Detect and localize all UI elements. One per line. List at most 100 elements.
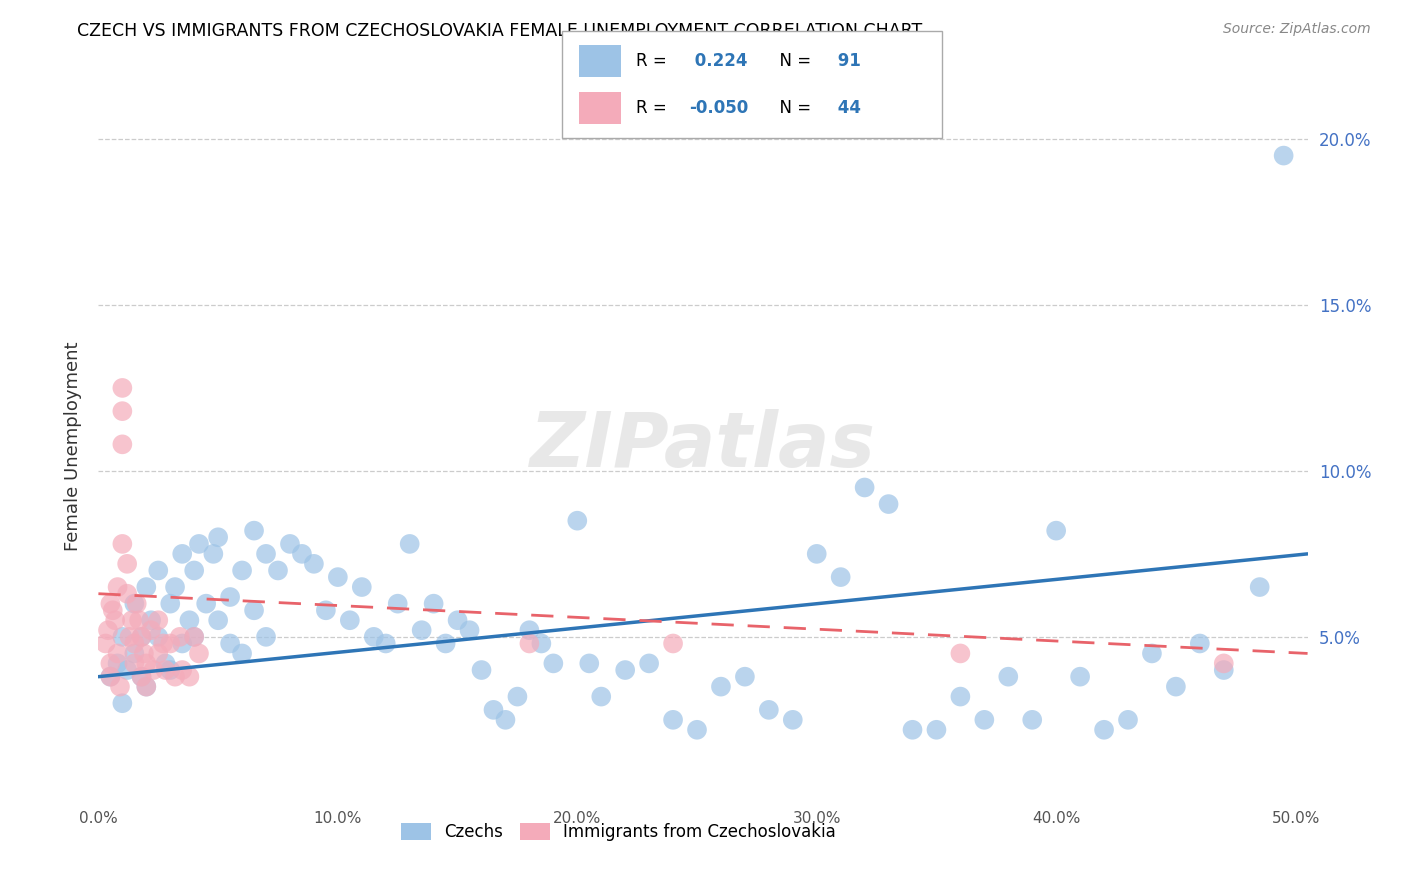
Point xyxy=(925,723,948,737)
Point xyxy=(949,647,972,661)
Point xyxy=(121,613,143,627)
Point xyxy=(638,657,661,671)
Point xyxy=(159,597,181,611)
Point xyxy=(148,647,170,661)
Point xyxy=(254,547,277,561)
Point xyxy=(135,657,157,671)
Point xyxy=(1140,647,1163,661)
Point xyxy=(100,670,122,684)
Point xyxy=(148,630,170,644)
Point xyxy=(124,647,146,661)
Point xyxy=(94,636,117,650)
Point xyxy=(758,703,780,717)
Point xyxy=(118,630,141,644)
Point xyxy=(1188,636,1211,650)
Point xyxy=(115,587,138,601)
Point xyxy=(543,657,565,671)
Point xyxy=(124,636,146,650)
Point xyxy=(830,570,852,584)
Point xyxy=(398,537,420,551)
Point xyxy=(142,663,165,677)
Point xyxy=(782,713,804,727)
Point xyxy=(411,624,433,638)
Point xyxy=(135,680,157,694)
Point xyxy=(578,657,600,671)
Text: N =: N = xyxy=(769,53,817,70)
Point xyxy=(1164,680,1187,694)
Point xyxy=(100,670,122,684)
Point xyxy=(188,647,211,661)
Point xyxy=(131,670,153,684)
Point xyxy=(567,514,589,528)
Point xyxy=(662,636,685,650)
Point xyxy=(1092,723,1115,737)
Point xyxy=(97,624,120,638)
Point xyxy=(877,497,900,511)
Text: Source: ZipAtlas.com: Source: ZipAtlas.com xyxy=(1223,22,1371,37)
Point xyxy=(591,690,613,704)
Point xyxy=(422,597,444,611)
Point xyxy=(1045,524,1067,538)
Point xyxy=(169,630,191,644)
Point xyxy=(1021,713,1043,727)
Point xyxy=(662,713,685,727)
Point xyxy=(326,570,349,584)
Point xyxy=(124,657,146,671)
Point xyxy=(159,663,181,677)
Point xyxy=(231,647,253,661)
Point xyxy=(183,630,205,644)
Point xyxy=(132,647,155,661)
Point xyxy=(734,670,756,684)
Point xyxy=(458,624,481,638)
Point xyxy=(139,624,162,638)
Point xyxy=(1249,580,1271,594)
Point xyxy=(163,670,186,684)
Point xyxy=(1212,657,1234,671)
Point xyxy=(1272,148,1295,162)
Point xyxy=(179,670,201,684)
Point xyxy=(291,547,314,561)
Point xyxy=(111,537,134,551)
Point xyxy=(111,437,134,451)
Point xyxy=(202,547,225,561)
Point xyxy=(243,603,266,617)
Point xyxy=(387,597,409,611)
Legend: Czechs, Immigrants from Czechoslovakia: Czechs, Immigrants from Czechoslovakia xyxy=(394,816,842,848)
Point xyxy=(254,630,277,644)
Point xyxy=(278,537,301,551)
Point xyxy=(155,657,177,671)
Point xyxy=(131,670,153,684)
Point xyxy=(710,680,733,694)
Point xyxy=(219,636,242,650)
Point xyxy=(100,597,122,611)
Point xyxy=(104,613,127,627)
Point xyxy=(148,564,170,578)
Point xyxy=(195,597,218,611)
Point xyxy=(350,580,373,594)
Point xyxy=(159,636,181,650)
Point xyxy=(152,636,174,650)
Point xyxy=(446,613,468,627)
Point xyxy=(183,630,205,644)
Point xyxy=(315,603,337,617)
Point xyxy=(163,580,186,594)
Point xyxy=(172,547,194,561)
Point xyxy=(231,564,253,578)
Point xyxy=(111,381,134,395)
Point xyxy=(131,630,153,644)
Point xyxy=(131,630,153,644)
Point xyxy=(363,630,385,644)
Point xyxy=(470,663,492,677)
Point xyxy=(107,657,129,671)
Point xyxy=(107,580,129,594)
Point xyxy=(172,663,194,677)
Point xyxy=(219,590,242,604)
Point xyxy=(374,636,396,650)
Point xyxy=(188,537,211,551)
Point xyxy=(973,713,995,727)
Point xyxy=(108,680,131,694)
Point xyxy=(806,547,828,561)
Point xyxy=(1212,663,1234,677)
Text: R =: R = xyxy=(636,53,672,70)
Point xyxy=(139,613,162,627)
